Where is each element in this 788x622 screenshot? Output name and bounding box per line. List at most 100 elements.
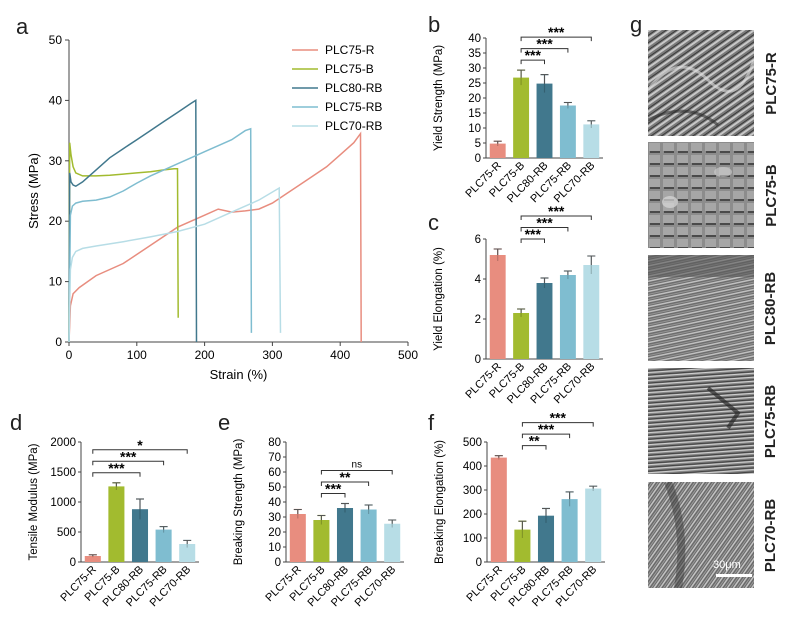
sem-image-plc75-rb <box>648 368 754 474</box>
a-series-line-plc75-rb <box>68 127 253 343</box>
f-significance-bracket <box>521 445 547 450</box>
e-y-tick-label: 60 <box>268 467 281 479</box>
f-significance-bracket <box>521 422 594 427</box>
b-y-tick-label: 35 <box>468 48 481 60</box>
e-significance-bracket <box>320 470 393 475</box>
a-series-line-plc75-r <box>68 131 362 343</box>
e-y-tick-label: 0 <box>275 557 281 569</box>
c-significance-bracket <box>520 215 592 220</box>
f-bar-plc75-b <box>514 529 531 562</box>
b-significance-label: *** <box>536 36 553 52</box>
a-legend-label: PLC75-RB <box>325 100 382 114</box>
b-y-tick-label: 15 <box>468 108 481 120</box>
a-y-tick-label: 30 <box>49 154 63 168</box>
a-legend-label: PLC70-RB <box>325 119 382 133</box>
sem-texture <box>648 255 754 361</box>
e-y-tick-label: 20 <box>268 527 281 539</box>
f-bar-plc70-rb <box>585 488 602 562</box>
a-x-tick-label: 400 <box>330 348 350 362</box>
b-significance-bracket <box>520 48 569 53</box>
sem-texture <box>648 482 754 588</box>
a-x-tick-label: 300 <box>262 348 282 362</box>
f-significance-label: *** <box>538 421 555 437</box>
c-y-tick-label: 0 <box>475 354 481 366</box>
b-y-tick-label: 5 <box>475 138 481 150</box>
a-legend-label: PLC75-B <box>325 62 374 76</box>
a-y-tick-label: 40 <box>49 93 63 107</box>
sem-image-plc75-b <box>648 142 754 248</box>
b-bar-plc75-rb <box>559 105 576 158</box>
sem-label-plc75-r: PLC75-R <box>762 51 780 115</box>
a-x-tick-label: 500 <box>398 348 418 362</box>
sem-image-plc75-r <box>648 30 754 136</box>
sem-image-plc80-rb <box>648 255 754 361</box>
c-bar-plc70-rb <box>583 265 600 359</box>
d-y-axis-label: Tensile Modulus (MPa) <box>28 443 40 560</box>
c-significance-label: *** <box>525 226 542 242</box>
e-y-tick-label: 30 <box>268 512 281 524</box>
d-bar-plc70-rb <box>179 544 196 562</box>
e-significance-bracket <box>320 493 346 498</box>
sem-image-plc70-rb: 30μm <box>648 482 754 588</box>
b-y-axis-label: Yield Strength (MPa) <box>433 45 445 151</box>
d-significance-label: * <box>137 437 143 453</box>
d-significance-bracket <box>92 460 165 466</box>
a-x-tick-label: 200 <box>195 348 215 362</box>
sem-texture <box>648 30 754 136</box>
a-series-line-plc75-b <box>68 142 179 343</box>
f-bar-plc75-r <box>490 457 507 562</box>
a-series-line-plc80-rb <box>68 99 198 343</box>
b-significance-label: *** <box>525 47 542 63</box>
f-y-tick-label: 500 <box>463 437 482 449</box>
e-y-tick-label: 10 <box>268 542 281 554</box>
e-y-tick-label: 80 <box>268 437 281 449</box>
b-bar-plc75-b <box>513 77 530 158</box>
b-y-tick-label: 30 <box>468 63 481 75</box>
d-significance-label: *** <box>120 448 137 464</box>
c-y-tick-label: 2 <box>475 314 481 326</box>
f-y-tick-label: 300 <box>463 485 482 497</box>
e-significance-label: *** <box>325 481 342 497</box>
panel-letter-d: d <box>10 410 23 435</box>
panel-letter-a: a <box>16 14 29 39</box>
d-bar-plc75-b <box>108 486 125 562</box>
e-bar-plc80-rb <box>336 508 354 562</box>
d-y-tick-label: 1500 <box>50 467 76 479</box>
c-y-tick-label: 6 <box>475 234 481 246</box>
c-significance-label: *** <box>548 203 565 219</box>
f-y-tick-label: 0 <box>476 557 482 569</box>
d-significance-bracket <box>92 449 188 454</box>
e-bar-plc75-r <box>289 514 306 562</box>
sem-texture <box>648 142 754 248</box>
panel-letter-c: c <box>428 210 439 235</box>
f-bar-plc80-rb <box>537 515 555 562</box>
c-bar-plc75-r <box>489 255 506 359</box>
a-legend-label: PLC75-R <box>325 43 375 57</box>
e-y-tick-label: 50 <box>268 482 281 494</box>
b-y-tick-label: 0 <box>475 153 481 165</box>
d-significance-bracket <box>92 472 141 477</box>
f-y-tick-label: 100 <box>463 533 482 545</box>
f-significance-label: *** <box>550 410 567 426</box>
e-y-tick-label: 40 <box>268 497 281 509</box>
e-bar-plc75-rb <box>360 509 377 562</box>
scale-bar <box>716 574 752 577</box>
a-x-tick-label: 0 <box>66 348 73 362</box>
d-bar-plc80-rb <box>131 509 149 562</box>
e-significance-label: ns <box>352 460 363 471</box>
d-y-tick-label: 500 <box>57 527 76 539</box>
d-significance-label: *** <box>108 460 125 476</box>
a-y-tick-label: 10 <box>49 275 63 289</box>
e-bar-plc75-b <box>313 520 330 562</box>
d-y-tick-label: 0 <box>70 557 76 569</box>
f-y-tick-label: 200 <box>463 509 482 521</box>
b-y-tick-label: 20 <box>468 93 481 105</box>
e-significance-label: ** <box>340 469 351 485</box>
b-y-tick-label: 10 <box>468 123 481 135</box>
c-bar-plc75-b <box>513 313 530 359</box>
sem-label-plc75-rb: PLC75-RB <box>762 384 780 458</box>
e-significance-bracket <box>320 481 370 486</box>
b-significance-bracket <box>520 59 545 65</box>
f-bar-plc75-rb <box>561 499 578 562</box>
